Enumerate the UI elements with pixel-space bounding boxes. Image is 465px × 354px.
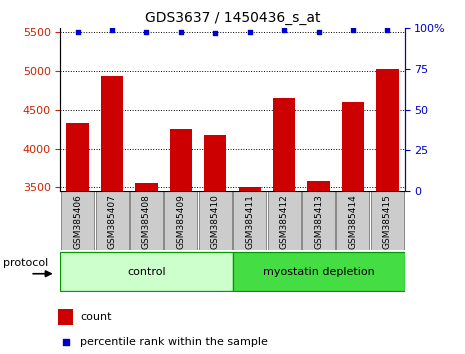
Point	[212, 30, 219, 36]
FancyBboxPatch shape	[336, 191, 370, 250]
Text: count: count	[80, 312, 112, 322]
Point	[384, 27, 391, 33]
FancyBboxPatch shape	[371, 191, 404, 250]
FancyBboxPatch shape	[199, 191, 232, 250]
Text: GSM385414: GSM385414	[348, 194, 358, 249]
Bar	[273, 98, 295, 191]
Bar	[204, 135, 226, 191]
FancyBboxPatch shape	[60, 252, 232, 291]
Text: protocol: protocol	[3, 258, 48, 268]
Point	[62, 339, 69, 345]
FancyBboxPatch shape	[95, 191, 129, 250]
Bar	[135, 183, 158, 191]
Text: myostatin depletion: myostatin depletion	[263, 267, 374, 277]
Point	[246, 29, 253, 34]
Point	[349, 27, 357, 33]
Point	[143, 29, 150, 34]
Point	[108, 27, 116, 33]
Text: percentile rank within the sample: percentile rank within the sample	[80, 337, 268, 347]
Bar	[101, 76, 123, 191]
Text: GSM385406: GSM385406	[73, 194, 82, 249]
Point	[74, 29, 81, 34]
Bar	[307, 181, 330, 191]
Text: GSM385408: GSM385408	[142, 194, 151, 249]
FancyBboxPatch shape	[61, 191, 94, 250]
Text: GSM385411: GSM385411	[245, 194, 254, 249]
FancyBboxPatch shape	[267, 191, 301, 250]
Bar	[59, 309, 73, 325]
Bar	[376, 69, 399, 191]
Point	[177, 29, 185, 34]
FancyBboxPatch shape	[302, 191, 335, 250]
Text: GSM385409: GSM385409	[176, 194, 186, 249]
Text: GSM385415: GSM385415	[383, 194, 392, 249]
FancyBboxPatch shape	[233, 191, 266, 250]
FancyBboxPatch shape	[130, 191, 163, 250]
Point	[315, 29, 322, 34]
Text: GSM385407: GSM385407	[107, 194, 117, 249]
Point	[280, 27, 288, 33]
Text: GSM385413: GSM385413	[314, 194, 323, 249]
Text: control: control	[127, 267, 166, 277]
Text: GSM385410: GSM385410	[211, 194, 220, 249]
Bar	[170, 129, 192, 191]
Bar	[342, 102, 364, 191]
Bar	[66, 123, 89, 191]
FancyBboxPatch shape	[164, 191, 198, 250]
FancyBboxPatch shape	[232, 252, 405, 291]
Text: GSM385412: GSM385412	[279, 194, 289, 249]
Bar	[239, 187, 261, 191]
Title: GDS3637 / 1450436_s_at: GDS3637 / 1450436_s_at	[145, 11, 320, 24]
